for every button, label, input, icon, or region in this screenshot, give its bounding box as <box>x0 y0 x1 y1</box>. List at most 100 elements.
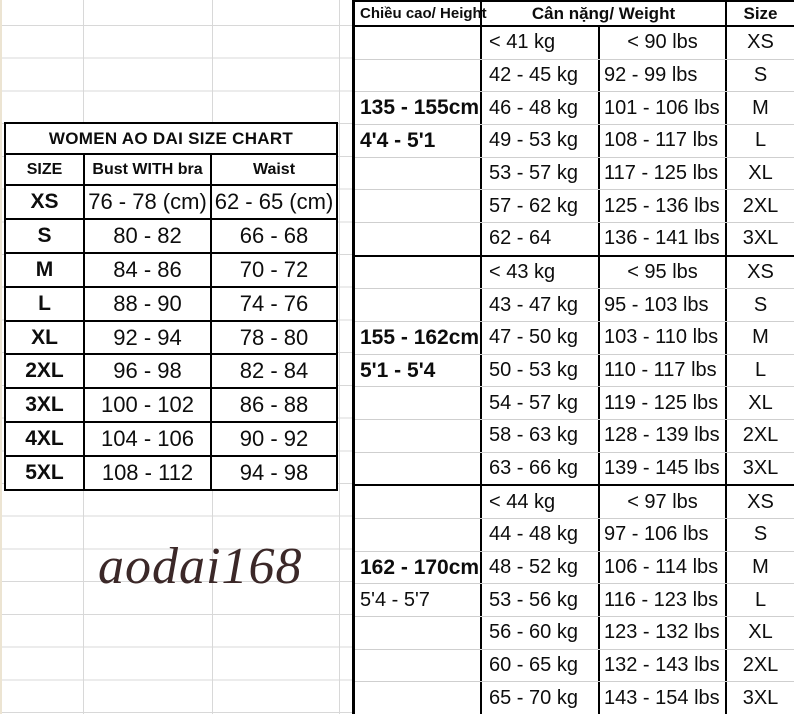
size-value-cell: M <box>752 326 769 349</box>
weight-kg-cell: 53 - 57 kg <box>482 157 600 190</box>
size-cell: L <box>6 287 85 320</box>
weight-kg-cell: < 44 kg <box>482 486 600 519</box>
size-value-cell: S <box>753 293 768 316</box>
table-row: 57 - 62 kg 125 - 136 lbs 2XL <box>355 189 794 223</box>
height-cell <box>355 452 482 485</box>
weight-lbs-cell: 119 - 125 lbs <box>600 387 727 420</box>
size-value-cell: 2XL <box>742 194 779 217</box>
column-header-size: Size <box>743 3 778 23</box>
weight-lbs-cell: 139 - 145 lbs <box>600 452 727 485</box>
weight-kg-cell: 49 - 53 kg <box>482 125 600 157</box>
bust-cell: 108 - 112 <box>85 457 212 490</box>
bust-cell: 104 - 106 <box>85 423 212 456</box>
table-row: 5XL 108 - 112 94 - 98 <box>6 455 336 490</box>
column-header-waist: Waist <box>252 160 296 178</box>
weight-lbs-cell: 125 - 136 lbs <box>600 190 727 223</box>
size-cell: 2XL <box>6 355 85 388</box>
size-cell: S <box>6 219 85 252</box>
table-row: 3XL 100 - 102 86 - 88 <box>6 387 336 422</box>
waist-cell: 90 - 92 <box>239 426 309 452</box>
weight-lbs-cell: 92 - 99 lbs <box>600 59 727 92</box>
size-value-cell: S <box>753 64 768 86</box>
height-cell <box>355 27 482 59</box>
table-row: 5'1 - 5'4 50 - 53 kg 110 - 117 lbs L <box>355 353 794 387</box>
size-value-cell: XL <box>748 162 773 185</box>
weight-lbs-cell: 117 - 125 lbs <box>600 157 727 190</box>
size-value-cell: 3XL <box>742 686 779 709</box>
table-row: 162 - 170cm 48 - 52 kg 106 - 114 lbs M <box>355 550 794 584</box>
height-cell: 5'1 - 5'4 <box>355 354 482 387</box>
height-cell <box>355 289 482 322</box>
spreadsheet-grid-column-line <box>339 0 340 714</box>
weight-kg-cell: 60 - 65 kg <box>482 649 600 682</box>
height-cell <box>355 190 482 223</box>
height-cell <box>355 682 482 714</box>
height-cell <box>355 519 482 551</box>
weight-kg-cell: 48 - 52 kg <box>482 551 600 584</box>
right-table-body: < 41 kg < 90 lbs XS 42 - 45 kg 92 - 99 lbs S 1… <box>355 27 794 714</box>
table-row: < 43 kg < 95 lbs XS <box>355 254 794 289</box>
weight-kg-cell: 54 - 57 kg <box>482 387 600 420</box>
weight-kg-cell: 57 - 62 kg <box>482 190 600 223</box>
weight-lbs-cell: 108 - 117 lbs <box>600 125 727 157</box>
table-row: L 88 - 90 74 - 76 <box>6 285 336 320</box>
weight-lbs-cell: < 90 lbs <box>600 27 727 59</box>
height-cell <box>355 649 482 682</box>
table-row: 155 - 162cm 47 - 50 kg 103 - 110 lbs M <box>355 321 794 354</box>
table-row: M 84 - 86 70 - 72 <box>6 251 336 286</box>
size-cell: M <box>6 253 85 286</box>
bust-cell: 92 - 94 <box>85 321 212 354</box>
bust-cell: 100 - 102 <box>85 389 212 422</box>
column-header-size: SIZE <box>6 155 85 184</box>
bust-cell: 76 - 78 (cm) <box>85 186 212 218</box>
weight-kg-cell: 42 - 45 kg <box>482 59 600 92</box>
table-row: 42 - 45 kg 92 - 99 lbs S <box>355 58 794 92</box>
size-value-cell: XS <box>747 261 774 284</box>
weight-lbs-cell: 116 - 123 lbs <box>600 584 727 617</box>
height-cell <box>355 256 482 289</box>
weight-lbs-cell: 95 - 103 lbs <box>600 289 727 322</box>
column-header-bust: Bust WITH bra <box>85 155 212 184</box>
height-cell <box>355 223 482 255</box>
size-value-cell: M <box>752 96 769 119</box>
height-cell <box>355 387 482 420</box>
table-row: 44 - 48 kg 97 - 106 lbs S <box>355 518 794 551</box>
bust-cell: 84 - 86 <box>85 253 212 286</box>
weight-kg-cell: 46 - 48 kg <box>482 92 600 125</box>
weight-kg-cell: 50 - 53 kg <box>482 354 600 387</box>
height-cm-label: 155 - 162cm <box>360 325 480 349</box>
size-value-cell: 2XL <box>742 654 779 677</box>
table-row: 135 - 155cm 46 - 48 kg 101 - 106 lbs M <box>355 91 794 125</box>
size-value-cell: L <box>754 588 767 611</box>
height-ft-label: 5'4 - 5'7 <box>360 588 430 611</box>
weight-kg-cell: < 41 kg <box>482 27 600 59</box>
table-row: 62 - 64 136 - 141 lbs 3XL <box>355 222 794 255</box>
column-header-height: Chiều cao/ Height <box>355 2 487 25</box>
height-cell <box>355 617 482 649</box>
waist-cell: 66 - 68 <box>239 222 309 248</box>
table-row: 5'4 - 5'7 53 - 56 kg 116 - 123 lbs L <box>355 583 794 617</box>
waist-cell: 70 - 72 <box>239 256 309 282</box>
height-ft-label: 5'1 - 5'4 <box>360 358 436 382</box>
size-value-cell: 3XL <box>742 457 779 480</box>
table-row: 63 - 66 kg 139 - 145 lbs 3XL <box>355 451 794 485</box>
size-value-cell: M <box>752 556 769 579</box>
size-value-cell: XL <box>748 621 773 644</box>
waist-cell: 74 - 76 <box>239 290 309 316</box>
height-cell: 135 - 155cm <box>355 92 482 125</box>
table-row: S 80 - 82 66 - 68 <box>6 217 336 252</box>
table-row: 54 - 57 kg 119 - 125 lbs XL <box>355 386 794 420</box>
weight-lbs-cell: < 95 lbs <box>600 256 727 289</box>
weight-kg-cell: 47 - 50 kg <box>482 322 600 354</box>
table-row: XL 92 - 94 78 - 80 <box>6 319 336 354</box>
size-value-cell: L <box>754 359 767 382</box>
watermark-text: aodai168 <box>98 538 303 595</box>
size-cell: 3XL <box>6 389 85 422</box>
table-row: 60 - 65 kg 132 - 143 lbs 2XL <box>355 648 794 682</box>
height-ft-label: 4'4 - 5'1 <box>360 128 436 152</box>
table-row: < 41 kg < 90 lbs XS <box>355 27 794 59</box>
weight-kg-cell: 56 - 60 kg <box>482 617 600 649</box>
weight-lbs-cell: 123 - 132 lbs <box>600 617 727 649</box>
table-row: 2XL 96 - 98 82 - 84 <box>6 353 336 388</box>
size-value-cell: S <box>753 523 768 546</box>
